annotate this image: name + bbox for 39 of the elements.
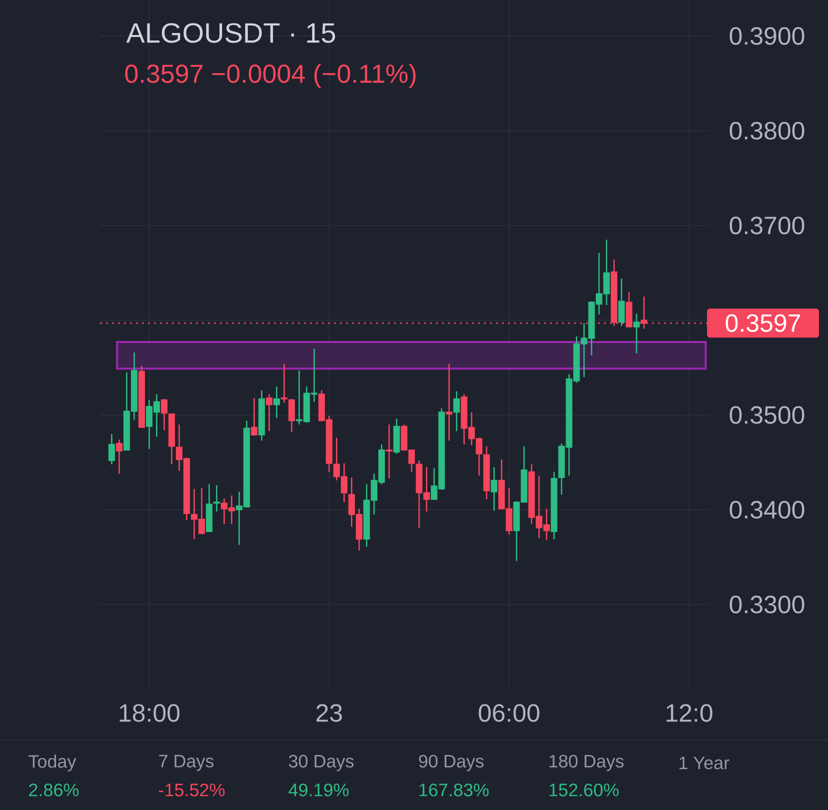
text: 0.3597 −0.0004 (−0.11%) (125, 64, 416, 88)
candlestick (108, 433, 115, 465)
candlestick (288, 398, 295, 433)
x-tick-label: 23 (316, 704, 342, 722)
candlestick (618, 278, 625, 327)
y-tick-label: 0.3300 (730, 596, 804, 614)
text: 167.83% (420, 784, 489, 796)
text: 7 Days (159, 754, 214, 772)
y-tick-label: 0.3400 (730, 500, 804, 519)
candlestick (213, 484, 220, 512)
ref-line-label: 0.3597 (726, 314, 800, 332)
candlestick (116, 438, 122, 474)
candlestick (386, 424, 392, 480)
text: 152.60% (550, 784, 619, 796)
text: 90 Days (419, 754, 484, 772)
text: Today (28, 754, 76, 772)
candlestick (446, 363, 452, 442)
text: 2.86% (29, 784, 79, 796)
candlestick (280, 363, 288, 404)
candlestick (633, 312, 640, 354)
y-tick-label: 0.3800 (730, 122, 804, 140)
text: 49.19% (288, 784, 349, 796)
candlestick (273, 386, 280, 418)
x-tick-label: 18:00 (120, 704, 180, 722)
text: ALGOUSDT · 15 (126, 23, 336, 43)
y-tick-label: 0.3500 (730, 406, 804, 424)
text: -15.52% (159, 784, 225, 796)
candlestick (250, 397, 258, 436)
y-tick-label: 0.3700 (730, 216, 804, 234)
text: 1 Year (680, 756, 730, 770)
candlestick (453, 390, 460, 432)
candlestick (266, 394, 272, 432)
text: 180 Days (550, 754, 624, 772)
y-tick-label: 0.3900 (730, 27, 804, 45)
x-tick-label: 12:0 (666, 704, 712, 722)
candlestick (160, 398, 168, 431)
text: 30 Days (288, 754, 354, 772)
candlestick (490, 466, 498, 512)
x-tick-label: 06:00 (478, 704, 540, 722)
